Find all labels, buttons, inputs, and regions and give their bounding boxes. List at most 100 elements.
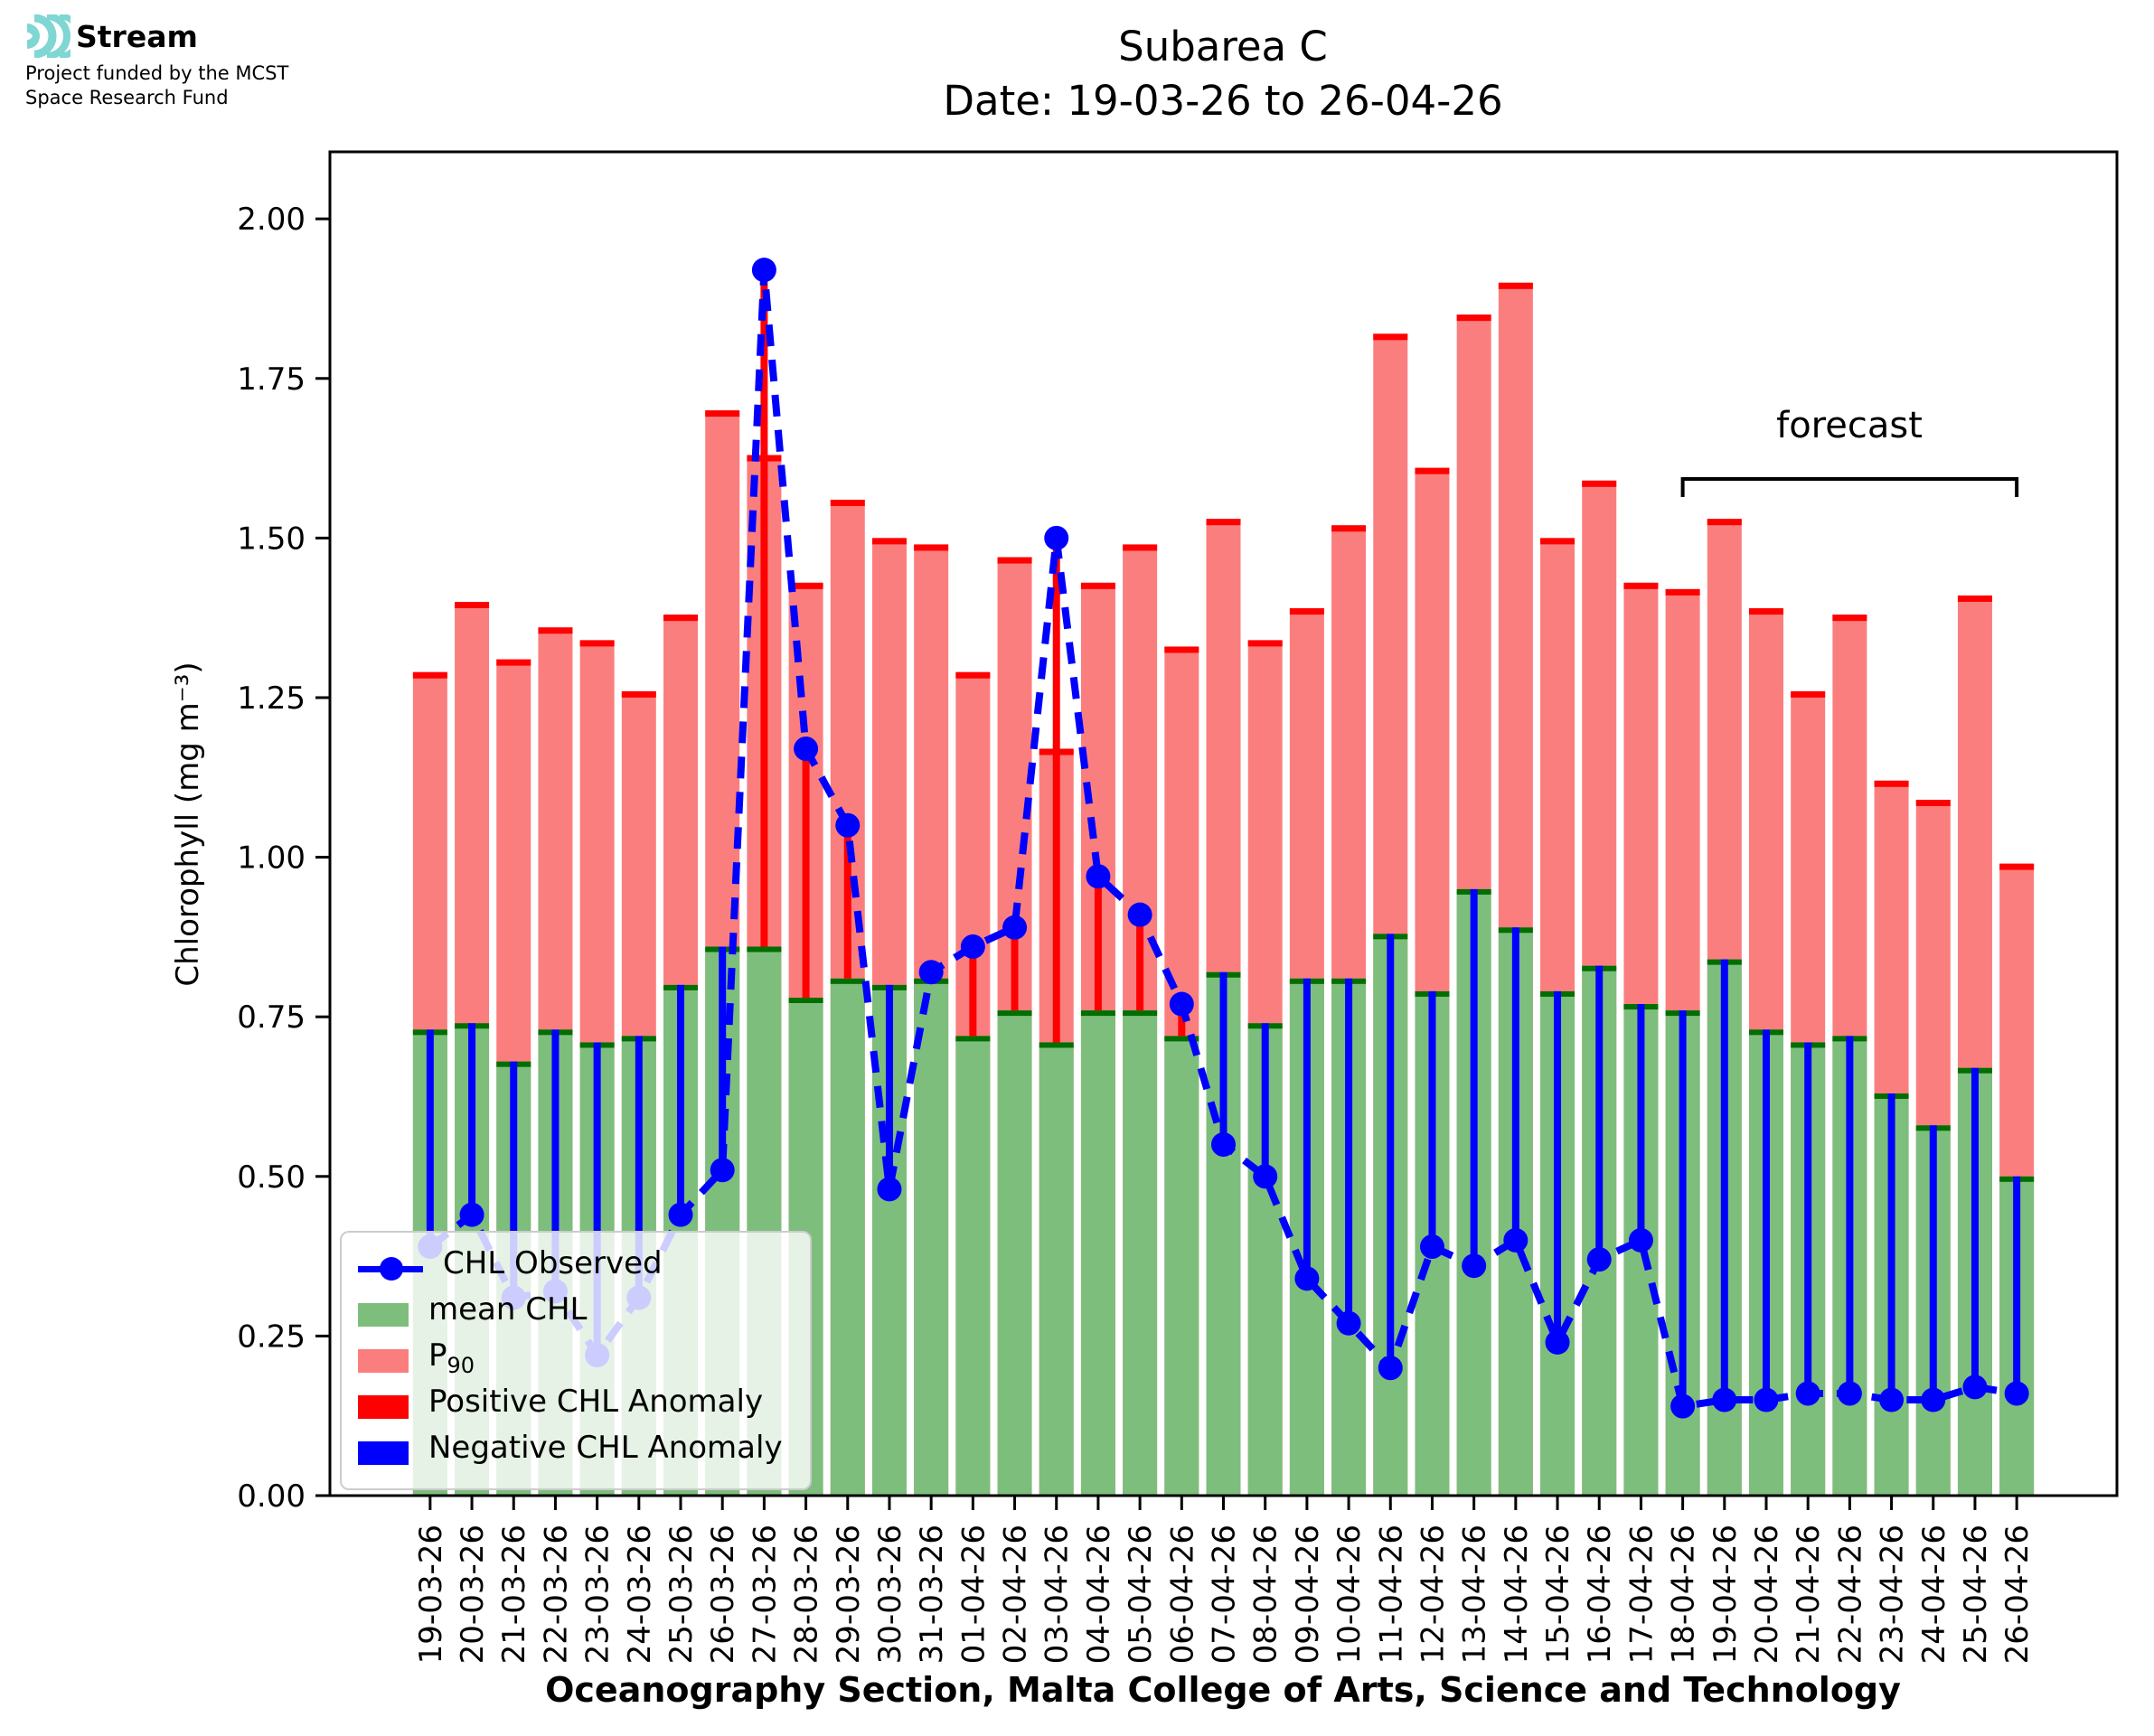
chl-observed-dot (1419, 1234, 1444, 1259)
p90-bar-cap (621, 690, 656, 698)
legend-item-p90: P90 (358, 1337, 792, 1384)
mean-chl-bar (1164, 1036, 1199, 1496)
forecast-annotation: forecast (1776, 405, 1923, 446)
mean-chl-bar (1080, 1010, 1115, 1496)
x-tick-label: 20-04-26 (1749, 1525, 1785, 1664)
chl-observed-dot (1628, 1227, 1653, 1253)
p90-bar-cap (579, 640, 615, 647)
chl-observed-dot (1712, 1387, 1737, 1412)
chl-observed-dot (1754, 1387, 1779, 1412)
x-tick-label: 21-03-26 (496, 1525, 532, 1664)
p90-bar-cap (1164, 646, 1199, 653)
x-tick-label: 28-03-26 (789, 1525, 825, 1664)
x-tick-label: 24-03-26 (622, 1525, 658, 1664)
x-tick-label: 30-03-26 (872, 1525, 908, 1664)
mean-chl-bar-cap (1123, 1010, 1158, 1017)
mean-chl-bar (1123, 1010, 1158, 1496)
ripple-waves-icon (25, 13, 83, 60)
chl-observed-dot (877, 1177, 902, 1202)
chl-observed-dot (1503, 1227, 1528, 1253)
chart-title-line1: Subarea C (1118, 23, 1328, 70)
chl-observed-dot (1545, 1329, 1570, 1355)
x-tick-label: 24-04-26 (1916, 1525, 1952, 1664)
x-tick-label: 18-04-26 (1666, 1525, 1702, 1664)
p90-bar-cap (788, 582, 823, 589)
p90-bar-cap (1623, 582, 1659, 589)
legend-item-negative-anomaly: Negative CHL Anomaly (358, 1430, 792, 1476)
x-tick-label: 11-04-26 (1373, 1525, 1409, 1664)
chl-observed-dot (751, 258, 776, 283)
mean-chl-bar (955, 1036, 991, 1496)
x-tick-label: 03-04-26 (1039, 1525, 1076, 1664)
p90-bar-cap (1289, 608, 1324, 615)
chl-observed-dot (2004, 1381, 2029, 1406)
mean-chl-bar-cap (1080, 1010, 1115, 1017)
chl-observed-dot (1127, 902, 1152, 927)
chl-observed-dot (1879, 1387, 1905, 1412)
p90-bar-cap (496, 659, 531, 666)
y-tick-label: 0.25 (237, 1318, 306, 1355)
p90-bar-cap (1456, 314, 1491, 322)
chl-observed-dot (1211, 1131, 1236, 1157)
p90-bar-cap (1582, 480, 1617, 487)
mean-chl-bar-cap (955, 1036, 991, 1042)
x-tick-label: 10-04-26 (1331, 1525, 1368, 1664)
observed-line-marker-icon (358, 1256, 423, 1281)
chl-observed-dot (1253, 1164, 1278, 1189)
p90-bar-cap (1748, 608, 1783, 615)
chl-observed-dot (668, 1202, 693, 1227)
legend-item-mean-chl: mean CHL (358, 1291, 792, 1337)
x-tick-label: 09-04-26 (1290, 1525, 1326, 1664)
x-tick-label: 19-04-26 (1707, 1525, 1744, 1664)
p90-bar-cap (1123, 544, 1158, 551)
chl-observed-dot (459, 1202, 484, 1227)
mean-chl-swatch-icon (358, 1302, 409, 1327)
mean-chl-bar-cap (747, 946, 782, 952)
mean-chl-bar-cap (1039, 1042, 1074, 1048)
legend-item-chl-observed: CHL Observed (358, 1245, 792, 1291)
p90-bar-cap (1832, 615, 1867, 622)
mean-chl-bar (997, 1010, 1032, 1496)
chl-observed-dot (1294, 1266, 1320, 1291)
x-axis-label: Oceanography Section, Malta College of A… (545, 1670, 1901, 1710)
chart-title-line2: Date: 19-03-26 to 26-04-26 (943, 77, 1503, 125)
legend-item-positive-anomaly: Positive CHL Anomaly (358, 1384, 792, 1430)
x-tick-label: 22-03-26 (538, 1525, 574, 1664)
x-tick-label: 06-04-26 (1164, 1525, 1200, 1664)
forecast-bracket (1680, 477, 2019, 497)
p90-bar-cap (997, 557, 1032, 564)
p90-bar-cap (830, 499, 865, 506)
logo-tagline-line2: Space Research Fund (25, 87, 229, 108)
chl-observed-dot (1586, 1247, 1612, 1272)
chl-observed-dot (835, 812, 861, 838)
p90-bar-cap (1957, 595, 1992, 602)
chl-observed-dot (1795, 1381, 1820, 1406)
chl-observed-dot (1462, 1253, 1487, 1279)
chl-observed-dot (794, 736, 819, 761)
p90-bar-cap (705, 410, 740, 418)
chl-observed-dot (710, 1158, 735, 1183)
p90-bar-cap (1373, 333, 1408, 341)
chl-observed-dot (960, 934, 985, 959)
p90-bar-cap (1206, 519, 1241, 526)
p90-bar-cap (1999, 863, 2035, 870)
x-tick-label: 07-04-26 (1207, 1525, 1243, 1664)
y-tick-label: 0.00 (237, 1478, 306, 1515)
y-tick-label: 1.00 (237, 840, 306, 877)
x-tick-label: 22-04-26 (1832, 1525, 1868, 1664)
mean-chl-bar-cap (1164, 1036, 1199, 1042)
y-tick-label: 0.50 (237, 1159, 306, 1196)
brand-name: Stream (76, 18, 198, 54)
chl-observed-dot (1837, 1381, 1862, 1406)
negative-anomaly-swatch-icon (358, 1440, 409, 1465)
y-tick-label: 1.50 (237, 521, 306, 557)
chl-observed-dot (1044, 525, 1069, 550)
x-tick-label: 01-04-26 (955, 1525, 992, 1664)
x-tick-label: 29-03-26 (831, 1525, 867, 1664)
p90-bar-cap (455, 602, 490, 609)
x-tick-label: 15-04-26 (1540, 1525, 1576, 1664)
x-tick-label: 26-03-26 (705, 1525, 741, 1664)
y-tick-label: 1.25 (237, 680, 306, 717)
p90-bar-cap (1665, 588, 1700, 596)
